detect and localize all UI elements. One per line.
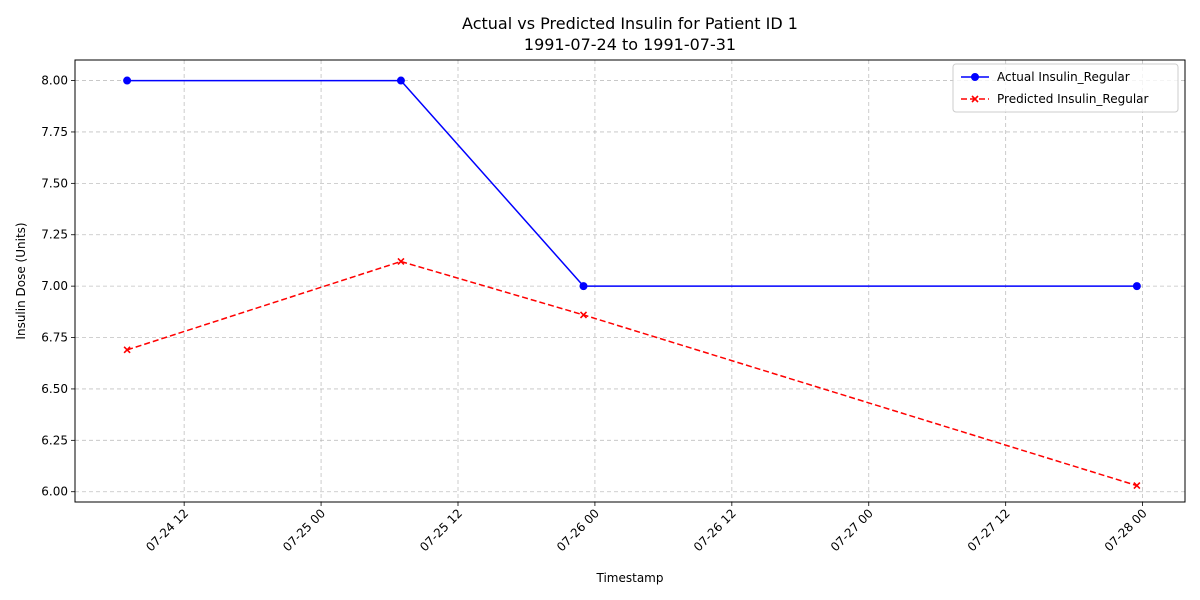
x-tick-label: 07-24 12 <box>143 506 191 554</box>
x-tick-label: 07-25 00 <box>280 506 328 554</box>
data-point <box>579 311 588 319</box>
x-tick-label: 07-27 00 <box>828 506 876 554</box>
data-point <box>397 257 405 266</box>
y-tick-label: 7.00 <box>41 279 68 293</box>
data-point <box>396 76 405 85</box>
legend-label: Actual Insulin_Regular <box>997 70 1130 84</box>
series-line <box>126 260 1138 487</box>
legend: Actual Insulin_Regular Predicted Insulin_… <box>952 63 1179 113</box>
y-tick-label: 6.00 <box>41 485 68 499</box>
y-tick-label: 8.00 <box>41 74 68 88</box>
data-point <box>123 346 131 354</box>
y-tick-label: 6.75 <box>41 331 68 345</box>
plot-frame <box>74 59 1186 503</box>
legend-marker <box>971 95 979 103</box>
y-tick-label: 6.50 <box>41 382 68 396</box>
series-predicted <box>123 257 1141 490</box>
x-tick-label: 07-26 00 <box>554 506 602 554</box>
data-point <box>123 76 132 85</box>
x-tick-label: 07-25 12 <box>417 506 465 554</box>
data-point <box>579 282 588 291</box>
chart-title: Actual vs Predicted Insulin for Patient … <box>462 14 798 33</box>
series-line <box>127 79 1137 287</box>
data-point <box>1133 481 1141 490</box>
x-tick-label: 07-28 00 <box>1102 506 1150 554</box>
grid <box>75 60 1185 502</box>
legend-marker <box>971 73 979 81</box>
y-tick-label: 7.75 <box>41 125 68 139</box>
y-tick-label: 7.50 <box>41 176 68 190</box>
y-tick-label: 7.25 <box>41 228 68 242</box>
series-actual <box>123 76 1141 291</box>
x-tick-label: 07-27 12 <box>965 506 1013 554</box>
chart-subtitle: 1991-07-24 to 1991-07-31 <box>524 35 736 54</box>
y-axis-label: Insulin Dose (Units) <box>14 222 28 339</box>
series-layer <box>123 76 1141 490</box>
legend-label: Predicted Insulin_Regular <box>997 92 1149 106</box>
x-tick-label: 07-26 12 <box>691 506 739 554</box>
data-point <box>1132 282 1141 291</box>
x-axis-label: Timestamp <box>596 571 664 585</box>
legend-box <box>952 63 1179 113</box>
ticks: 07-24 12 07-25 00 07-25 12 07-26 00 07-26 12… <box>41 74 1149 555</box>
y-tick-label: 6.25 <box>41 433 68 447</box>
